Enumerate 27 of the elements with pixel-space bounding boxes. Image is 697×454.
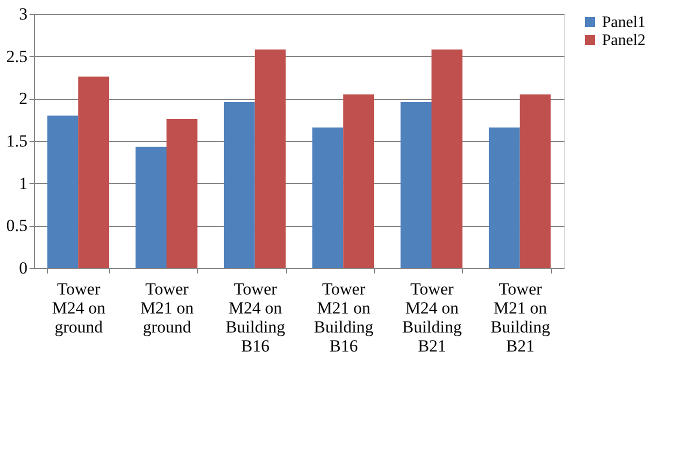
- bar: [254, 50, 286, 268]
- y-tick-label: 0.5: [6, 216, 28, 236]
- x-tick-label: Tower M24 on Building B21: [402, 280, 462, 356]
- bar: [488, 127, 520, 268]
- bar: [47, 116, 78, 268]
- y-tick-label: 3: [19, 4, 28, 24]
- bar: [166, 118, 198, 268]
- bar: [343, 94, 374, 268]
- bar: [432, 50, 462, 268]
- legend-label: Panel1: [602, 14, 646, 31]
- x-tick-label: Tower M21 on Building B21: [490, 280, 551, 356]
- bar: [520, 94, 551, 268]
- x-tick-label: Tower M24 on ground: [52, 280, 106, 336]
- y-tick-label: 2: [19, 89, 28, 108]
- bar: [78, 76, 110, 268]
- x-tick-label: Tower M21 on ground: [140, 280, 194, 336]
- bar: [312, 127, 344, 268]
- y-tick-label: 0: [19, 258, 28, 278]
- bar: [224, 102, 255, 268]
- bar: [136, 146, 166, 268]
- x-tick-label: Tower M24 on Building B16: [226, 280, 286, 356]
- y-tick-label: 1: [19, 174, 28, 193]
- bar: [400, 102, 432, 268]
- legend-label: Panel2: [602, 32, 646, 49]
- x-tick-label: Tower M21 on Building B16: [314, 280, 374, 356]
- y-tick-label: 2.5: [6, 46, 28, 66]
- y-tick-label: 1.5: [6, 132, 28, 150]
